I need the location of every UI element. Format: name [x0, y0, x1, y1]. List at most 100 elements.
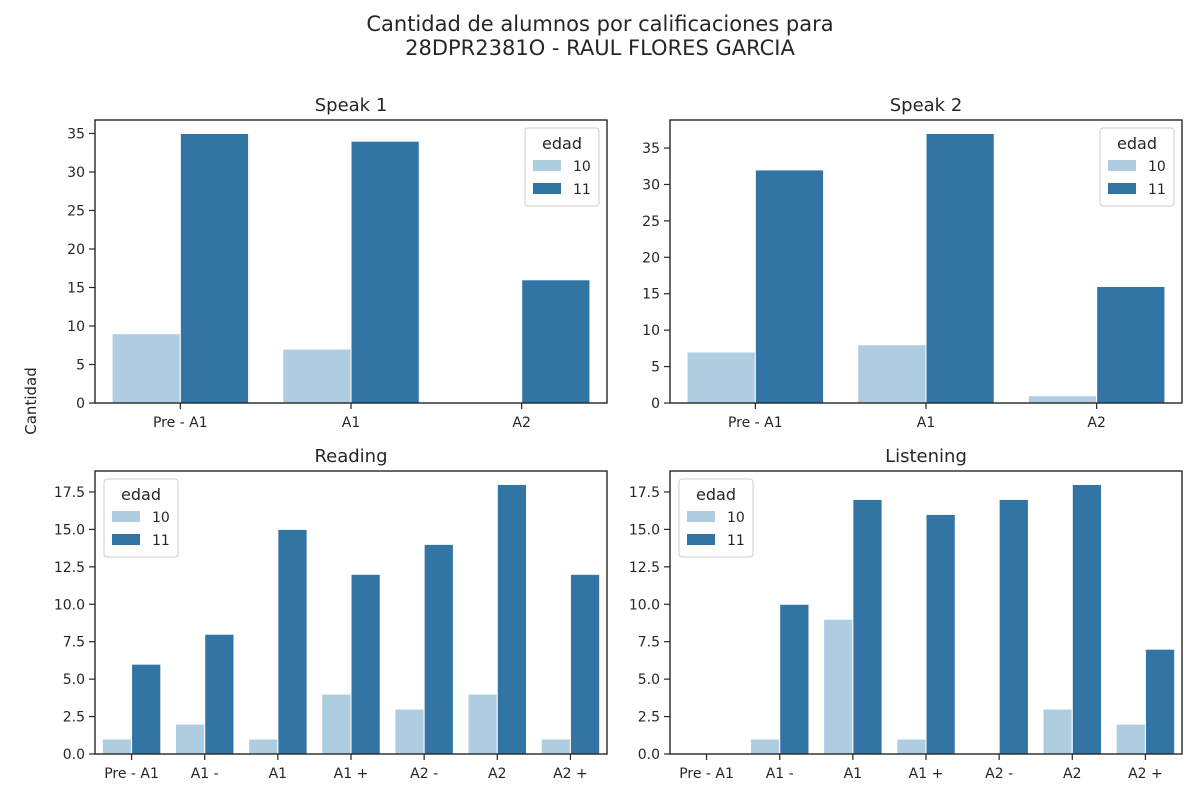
x-tick-label-a1: A1	[342, 415, 360, 431]
legend-label-11: 11	[573, 182, 591, 198]
x-tick-label-a2: A2	[1063, 766, 1081, 782]
x-tick-label-a1: A1 +	[909, 766, 944, 782]
y-tick-label: 17.5	[54, 485, 85, 501]
x-tick-label-a1: A1 -	[191, 766, 219, 782]
figure-title: Cantidad de alumnos por calificaciones p…	[0, 12, 1200, 60]
legend-label-11: 11	[1148, 182, 1166, 198]
bar-a1-edad-11	[350, 573, 381, 755]
y-tick-label: 12.5	[629, 560, 660, 576]
legend-swatch-10	[533, 160, 561, 171]
y-tick-label: 15.0	[629, 522, 660, 538]
legend-swatch-11	[1108, 183, 1136, 194]
y-tick-label: 15	[67, 280, 85, 296]
legend-title: edad	[542, 134, 582, 153]
chart-title: Listening	[885, 446, 967, 467]
y-tick-label: 35	[67, 126, 85, 142]
axes-frame	[94, 119, 608, 404]
legend: edad 10 11	[1099, 127, 1175, 207]
x-tick-label-a2: A2 +	[553, 766, 588, 782]
y-tick-label: 5	[76, 357, 85, 373]
chart-title: Speak 1	[315, 95, 388, 116]
y-tick-label: 2.5	[63, 710, 85, 726]
axes-frame	[669, 119, 1183, 404]
y-tick-label: 7.5	[63, 635, 85, 651]
y-tick-label: 5.0	[638, 672, 660, 688]
y-tick-label: 30	[67, 165, 85, 181]
bar-a2-edad-11	[998, 498, 1029, 755]
y-tick-label: 10	[642, 323, 660, 339]
bar-a2-edad-10	[1115, 723, 1146, 755]
chart-title: Reading	[314, 446, 387, 467]
legend-swatch-11	[687, 534, 715, 545]
x-tick-label-a2: A2 -	[985, 766, 1013, 782]
chart-panel-speak-1: Speak 1 0 5 10 15 20 25 30 35 Pre - A1 A1 A2 edad 10 1…	[67, 95, 608, 431]
legend-title: edad	[1117, 134, 1157, 153]
legend-title: edad	[121, 485, 161, 504]
y-tick-label: 12.5	[54, 560, 85, 576]
chart-panel-reading: Reading 0.0 2.5 5.0 7.5 10.0 12.5 15.0 17.5 Pre -…	[54, 446, 608, 782]
legend-label-11: 11	[727, 533, 745, 549]
bar-a1-edad-10	[248, 738, 279, 755]
bar-a2-edad-11	[569, 573, 601, 755]
bar-a2-edad-10	[540, 738, 571, 755]
y-tick-label: 17.5	[629, 485, 660, 501]
y-tick-label: 0.0	[63, 747, 85, 763]
chart-title: Speak 2	[890, 95, 963, 116]
bar-a1-edad-10	[896, 738, 927, 755]
bar-pre-a1-edad-11	[179, 132, 250, 404]
bar-a2-edad-11	[521, 279, 591, 404]
legend-label-10: 10	[727, 510, 745, 526]
y-tick-label: 0.0	[638, 747, 660, 763]
y-tick-label: 15.0	[54, 522, 85, 538]
bar-a2-edad-11	[1071, 483, 1103, 755]
legend-swatch-11	[112, 534, 140, 545]
bar-a1-edad-11	[350, 140, 420, 404]
x-tick-label-a1: A1	[917, 415, 935, 431]
bar-a1-edad-11	[204, 633, 235, 755]
x-tick-label-a2: A2	[488, 766, 506, 782]
bar-a1-edad-10	[321, 693, 352, 755]
y-tick-label: 30	[642, 177, 660, 193]
bar-a1-edad-10	[282, 348, 352, 404]
bar-a2-edad-10	[394, 708, 425, 755]
bar-pre-a1-edad-11	[131, 663, 162, 755]
x-tick-label-a2: A2 -	[410, 766, 438, 782]
bar-a1-edad-10	[749, 738, 781, 755]
legend-label-10: 10	[1148, 159, 1166, 175]
y-tick-label: 35	[642, 141, 660, 157]
bar-a1-edad-10	[823, 618, 854, 755]
figure-title-line2: 28DPR2381O - RAUL FLORES GARCIA	[405, 36, 795, 60]
bar-pre-a1-edad-11	[754, 169, 825, 404]
legend: edad 10 11	[678, 478, 754, 558]
y-tick-label: 5.0	[63, 672, 85, 688]
legend-title: edad	[696, 485, 736, 504]
x-tick-label-pre-a1: Pre - A1	[104, 766, 159, 782]
bar-pre-a1-edad-10	[686, 351, 756, 404]
bar-a2-edad-11	[423, 543, 454, 755]
y-tick-label: 10.0	[629, 597, 660, 613]
bar-a1-edad-11	[779, 603, 810, 755]
bar-a2-edad-11	[1144, 648, 1176, 755]
legend-swatch-10	[1108, 160, 1136, 171]
axes-frame	[94, 470, 608, 755]
legend-label-11: 11	[152, 533, 170, 549]
x-tick-label-a1: A1	[844, 766, 862, 782]
legend-swatch-10	[687, 511, 715, 522]
x-tick-label-pre-a1: Pre - A1	[728, 415, 783, 431]
bar-a1-edad-10	[174, 723, 206, 755]
y-tick-label: 15	[642, 287, 660, 303]
y-tick-label: 10.0	[54, 597, 85, 613]
y-tick-label: 7.5	[638, 635, 660, 651]
x-tick-label-a1: A1 -	[766, 766, 794, 782]
y-tick-label: 20	[642, 250, 660, 266]
y-tick-label: 20	[67, 242, 85, 258]
bar-pre-a1-edad-10	[101, 738, 133, 755]
bar-a2-edad-11	[496, 483, 528, 755]
bar-a2-edad-10	[1042, 708, 1073, 755]
chart-panel-speak-2: Speak 2 0 5 10 15 20 25 30 35 Pre - A1 A1 A2 edad 10 1…	[642, 95, 1183, 431]
x-tick-label-pre-a1: Pre - A1	[153, 415, 208, 431]
x-tick-label-a1: A1	[269, 766, 287, 782]
y-tick-label: 10	[67, 319, 85, 335]
x-tick-label-a2: A2	[1087, 415, 1105, 431]
bar-a1-edad-11	[277, 528, 308, 755]
